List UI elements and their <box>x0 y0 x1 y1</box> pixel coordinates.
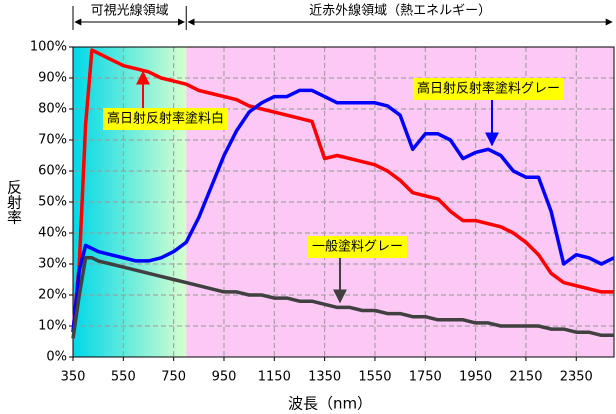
region-label: 近赤外線領域（熱エネルギー） <box>309 3 491 19</box>
x-tick-label: 2150 <box>509 370 542 385</box>
x-tick-label: 2350 <box>560 370 593 385</box>
x-tick-label: 1750 <box>409 370 442 385</box>
x-tick-label: 750 <box>161 370 186 385</box>
x-tick-label: 1550 <box>358 370 391 385</box>
series-line <box>71 256 614 339</box>
plot-border <box>72 46 615 358</box>
legend-box <box>103 108 229 130</box>
x-axis-label: 波長（nm） <box>288 395 372 413</box>
series-line <box>71 88 615 333</box>
x-tick-label: 1150 <box>258 370 291 385</box>
y-tick-label: 80% <box>38 102 67 117</box>
series-line <box>71 48 614 333</box>
y-tick-label: 10% <box>38 319 67 334</box>
region-label-bg <box>87 2 172 19</box>
x-tick-label: 350 <box>61 370 86 385</box>
region-label: 可視光線領域 <box>91 3 169 19</box>
y-tick-label: 60% <box>38 164 67 179</box>
y-tick-label: 50% <box>38 195 67 210</box>
y-tick-label: 70% <box>38 133 67 148</box>
x-tick-label: 550 <box>111 370 136 385</box>
y-tick-label: 100% <box>30 40 67 55</box>
legend-label: 高日射反射率塗料白 <box>107 111 224 127</box>
x-tick-label: 1950 <box>459 370 492 385</box>
y-axis-label: 反射率 <box>5 180 23 225</box>
y-tick-label: 0% <box>46 350 67 365</box>
y-tick-label: 20% <box>38 288 67 303</box>
x-tick-label: 1350 <box>308 370 341 385</box>
region-label-bg <box>306 2 495 19</box>
legend-box <box>413 78 565 100</box>
x-tick-label: 950 <box>212 370 237 385</box>
y-tick-label: 30% <box>38 257 67 272</box>
legend-label: 高日射反射率塗料グレー <box>417 81 560 97</box>
legend-label: 一般塗料グレー <box>312 239 403 255</box>
y-tick-label: 40% <box>38 226 67 241</box>
legend-box <box>308 236 408 258</box>
y-tick-label: 90% <box>38 71 67 86</box>
